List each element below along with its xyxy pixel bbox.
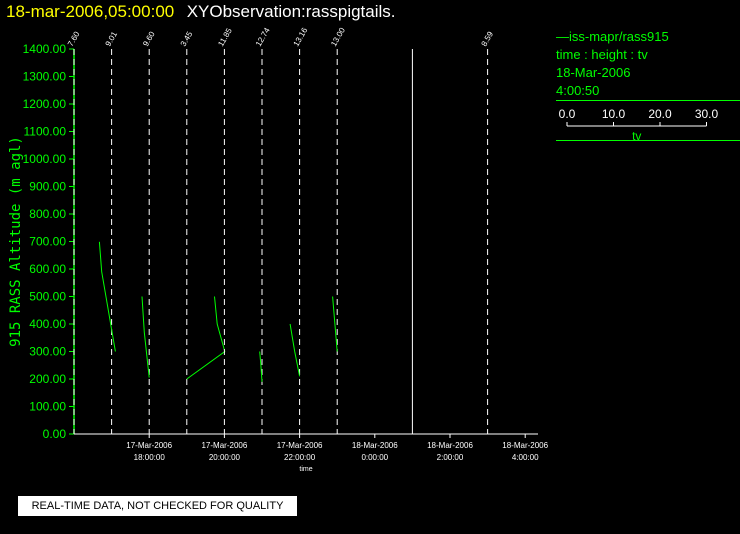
y-tick-label: 0.00 (43, 427, 67, 441)
y-tick-label: 100.00 (29, 400, 66, 414)
profile-trace (332, 296, 338, 352)
profile-label: 12.74 (254, 26, 272, 48)
x-tick-date: 17-Mar-2006 (126, 441, 172, 450)
profile-trace (186, 296, 226, 380)
legend-date: 18-Mar-2006 (556, 65, 631, 80)
legend-divider-bottom (556, 140, 740, 141)
x-tick-date: 17-Mar-2006 (201, 441, 247, 450)
profile-label: 8.59 (480, 30, 496, 48)
x-tick-time: 4:00:00 (512, 453, 539, 462)
y-axis-title: 915 RASS Altitude (m agl) (8, 136, 24, 347)
y-tick-label: 1200.00 (23, 97, 67, 111)
profile-label: 13.00 (329, 26, 347, 48)
legend: —iss-mapr/rass915 time : height : tv 18-… (556, 28, 740, 100)
legend-axes: time : height : tv (556, 47, 648, 62)
profile-label: 13.16 (292, 26, 310, 48)
y-tick-label: 200.00 (29, 372, 66, 386)
y-tick-label: 1300.00 (23, 70, 67, 84)
title-datetime: 18-mar-2006,05:00:00 (6, 2, 175, 21)
profile-label: 7.60 (66, 30, 82, 48)
legend-scale-tick-label: 0.0 (559, 107, 576, 121)
profile-label: 9.60 (141, 30, 157, 48)
x-tick-date: 18-Mar-2006 (502, 441, 548, 450)
legend-divider-top (556, 100, 740, 101)
profile-trace (98, 241, 116, 352)
y-tick-label: 1400.00 (23, 42, 67, 56)
legend-series-label: iss-mapr/rass915 (569, 29, 669, 44)
x-tick-date: 17-Mar-2006 (277, 441, 323, 450)
profile-trace (141, 296, 150, 378)
x-tick-time: 22:00:00 (284, 453, 316, 462)
x-tick-date: 18-Mar-2006 (427, 441, 473, 450)
legend-scale-tick-label: 30.0 (695, 107, 719, 121)
quality-notice: REAL-TIME DATA, NOT CHECKED FOR QUALITY (18, 496, 297, 516)
profile-trace (259, 351, 263, 382)
x-axis-title: time (299, 466, 312, 473)
legend-scale-tick-label: 10.0 (602, 107, 626, 121)
y-tick-label: 1100.00 (24, 125, 67, 139)
y-tick-label: 500.00 (29, 290, 66, 304)
legend-series: —iss-mapr/rass915 (556, 29, 669, 44)
x-tick-time: 2:00:00 (437, 453, 464, 462)
y-tick-label: 800.00 (29, 207, 66, 221)
x-tick-time: 0:00:00 (361, 453, 388, 462)
title-observation: XYObservation:rasspigtails. (186, 2, 396, 21)
profile-label: 3.45 (179, 30, 195, 48)
y-tick-label: 300.00 (29, 345, 66, 359)
profile-label: 9.01 (104, 30, 120, 48)
y-tick-label: 900.00 (29, 180, 66, 194)
y-tick-label: 400.00 (29, 317, 66, 331)
x-tick-time: 18:00:00 (134, 453, 166, 462)
x-tick-date: 18-Mar-2006 (352, 441, 398, 450)
profile-label: 11.85 (216, 26, 234, 48)
legend-time: 4:00:50 (556, 83, 600, 98)
profile-trace (289, 323, 301, 377)
y-tick-label: 600.00 (29, 262, 66, 276)
legend-scale-title: tv (632, 129, 641, 143)
y-tick-label: 1000.00 (23, 152, 67, 166)
chart-title: 18-mar-2006,05:00:00 XYObservation:rassp… (6, 2, 396, 22)
y-tick-label: 700.00 (29, 235, 66, 249)
legend-scale-tick-label: 20.0 (648, 107, 672, 121)
x-tick-time: 20:00:00 (209, 453, 241, 462)
